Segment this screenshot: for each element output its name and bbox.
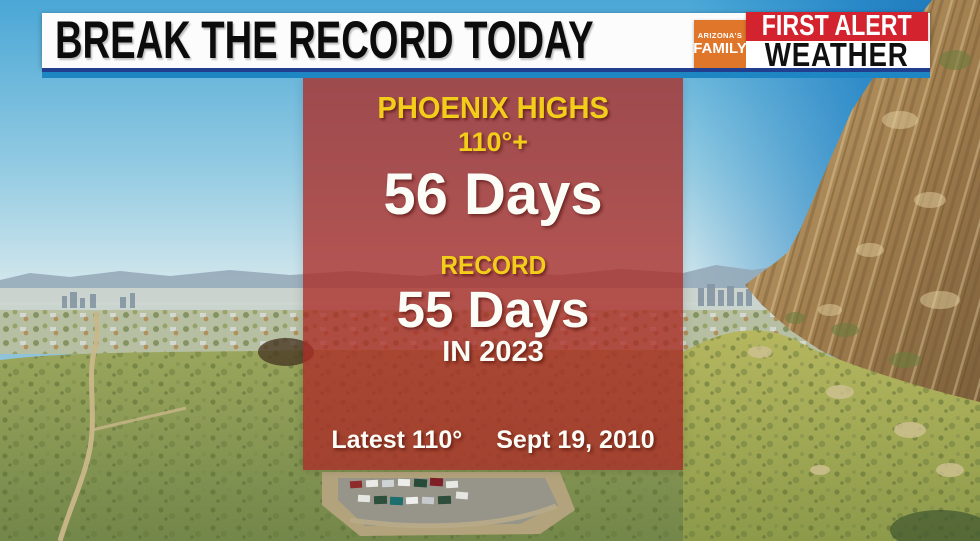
record-value: 55 Days — [396, 280, 590, 338]
threshold-value: 110°+ — [457, 127, 529, 157]
brand-name-bottom: FAMILY — [693, 39, 747, 57]
panel-heading: PHOENIX HIGHS — [377, 90, 609, 125]
weather-label: WEATHER — [746, 36, 928, 73]
banner-underline-navy — [42, 68, 930, 72]
banner: BREAK THE RECORD TODAY ARIZONA'S FAMILY … — [42, 10, 930, 73]
station-logo: ARIZONA'S FAMILY FIRST ALERT WEATHER — [693, 10, 928, 73]
record-label: RECORD — [440, 249, 546, 280]
stats-panel: PHOENIX HIGHS 110°+ 56 Days RECORD 55 Da… — [303, 78, 683, 470]
banner-underline-cyan — [42, 72, 930, 78]
weather-text: WEATHER — [765, 36, 909, 73]
first-alert-weather-logo: FIRST ALERT WEATHER — [746, 10, 928, 73]
record-year: IN 2023 — [442, 336, 544, 369]
arizonas-family-logo: ARIZONA'S FAMILY — [693, 20, 747, 68]
latest-temp-line: Latest 110° Sept 19, 2010 — [331, 426, 654, 455]
current-streak-value: 56 Days — [383, 162, 603, 227]
latest-temp-date: Sept 19, 2010 — [496, 426, 655, 454]
banner-title: BREAK THE RECORD TODAY — [55, 13, 594, 68]
banner-title-wrap: BREAK THE RECORD TODAY — [42, 13, 694, 68]
first-alert-label: FIRST ALERT — [746, 10, 928, 42]
brand-name-top: ARIZONA'S — [697, 31, 743, 41]
latest-temp-label: Latest 110° — [331, 426, 463, 454]
first-alert-text: FIRST ALERT — [762, 10, 912, 42]
